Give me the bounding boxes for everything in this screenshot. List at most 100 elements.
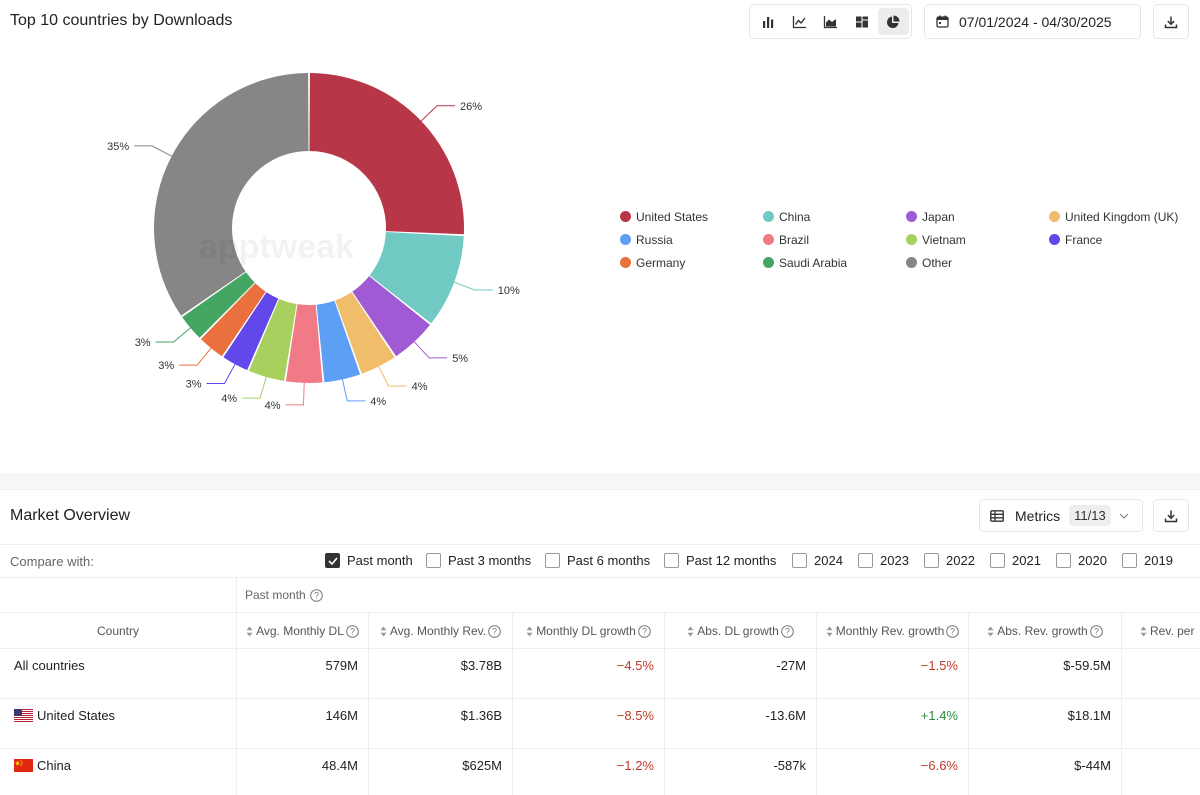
legend-item-germany[interactable]: Germany bbox=[620, 255, 763, 270]
svg-text:?: ? bbox=[642, 626, 647, 636]
checkbox[interactable] bbox=[792, 553, 807, 568]
cell-abs-dl-growth: -13.6M bbox=[665, 699, 817, 749]
column-header-monthly-rev-growth[interactable]: Monthly Rev. growth? bbox=[817, 613, 969, 649]
table-download-button[interactable] bbox=[1153, 499, 1189, 532]
slice-germany[interactable] bbox=[200, 283, 266, 357]
legend-item-france[interactable]: France bbox=[1049, 232, 1192, 247]
cell-monthly-dl-growth: −8.5% bbox=[513, 699, 665, 749]
legend-swatch bbox=[763, 234, 774, 245]
column-header-abs-rev-growth[interactable]: Abs. Rev. growth? bbox=[969, 613, 1122, 649]
legend-item-united-kingdom-uk[interactable]: United Kingdom (UK) bbox=[1049, 209, 1192, 224]
checkbox[interactable] bbox=[325, 553, 340, 568]
legend-item-russia[interactable]: Russia bbox=[620, 232, 763, 247]
legend-item-japan[interactable]: Japan bbox=[906, 209, 1049, 224]
slice-saudi-arabia[interactable] bbox=[182, 272, 255, 338]
column-header-avg-monthly-dl[interactable]: Avg. Monthly DL? bbox=[237, 613, 369, 649]
help-icon[interactable]: ? bbox=[637, 624, 651, 638]
table-row-china[interactable]: China 48.4M $625M −1.2% -587k −6.6% $-44M bbox=[0, 749, 1200, 795]
column-group-text: Past month bbox=[245, 588, 306, 602]
help-icon[interactable]: ? bbox=[946, 624, 960, 638]
compare-option-label: Past 12 months bbox=[686, 553, 777, 568]
section-divider bbox=[0, 474, 1200, 490]
legend-item-vietnam[interactable]: Vietnam bbox=[906, 232, 1049, 247]
help-icon[interactable]: ? bbox=[1089, 624, 1103, 638]
slice-china[interactable] bbox=[369, 232, 464, 324]
slice-brazil[interactable] bbox=[285, 304, 323, 383]
help-icon[interactable]: ? bbox=[780, 624, 794, 638]
compare-option-label: 2022 bbox=[946, 553, 975, 568]
legend-label: Russia bbox=[636, 232, 673, 247]
cell-monthly-rev-growth: −6.6% bbox=[817, 749, 969, 795]
checkbox[interactable] bbox=[1056, 553, 1071, 568]
chart-download-button[interactable] bbox=[1153, 4, 1189, 39]
date-range-picker[interactable]: 07/01/2024 - 04/30/2025 bbox=[924, 4, 1141, 39]
help-icon[interactable]: ? bbox=[488, 624, 501, 638]
legend-label: Germany bbox=[636, 255, 686, 270]
leader-united-kingdom-uk bbox=[377, 364, 407, 387]
help-icon[interactable]: ? bbox=[346, 624, 359, 638]
column-header-monthly-dl-growth[interactable]: Monthly DL growth? bbox=[513, 613, 665, 649]
slice-japan[interactable] bbox=[352, 276, 431, 357]
checkbox[interactable] bbox=[426, 553, 441, 568]
sort-icon bbox=[687, 626, 694, 636]
cell-avg-monthly-rev: $1.36B bbox=[369, 699, 513, 749]
sort-icon bbox=[826, 626, 833, 636]
compare-option-2023[interactable]: 2023 bbox=[858, 553, 909, 568]
compare-option-2021[interactable]: 2021 bbox=[990, 553, 1041, 568]
treemap-view-button[interactable] bbox=[847, 8, 877, 35]
compare-option-past-3-months[interactable]: Past 3 months bbox=[426, 553, 531, 568]
compare-option-2020[interactable]: 2020 bbox=[1056, 553, 1107, 568]
column-header-country[interactable]: Country bbox=[0, 613, 237, 649]
checkbox[interactable] bbox=[664, 553, 679, 568]
column-header-label: Abs. Rev. growth bbox=[997, 624, 1088, 638]
metrics-selector-button[interactable]: Metrics 11/13 bbox=[979, 499, 1143, 532]
line-chart-view-button[interactable] bbox=[784, 8, 814, 35]
slice-france[interactable] bbox=[223, 292, 279, 371]
compare-option-past-12-months[interactable]: Past 12 months bbox=[664, 553, 776, 568]
slice-united-kingdom-uk[interactable] bbox=[335, 292, 395, 374]
column-header-label: Avg. Monthly DL bbox=[256, 624, 344, 638]
legend-item-united-states[interactable]: United States bbox=[620, 209, 763, 224]
legend-label: France bbox=[1065, 232, 1103, 247]
slice-united-states[interactable] bbox=[309, 73, 465, 235]
pct-label-china: 10% bbox=[498, 285, 520, 297]
area-chart-view-button[interactable] bbox=[815, 8, 845, 35]
slice-vietnam[interactable] bbox=[248, 298, 297, 381]
cell-rev-per bbox=[1122, 699, 1200, 749]
column-header-rev-per[interactable]: Rev. per bbox=[1122, 613, 1200, 649]
checkbox[interactable] bbox=[858, 553, 873, 568]
legend-label: United Kingdom (UK) bbox=[1065, 209, 1179, 224]
check-icon bbox=[327, 556, 338, 565]
slice-russia[interactable] bbox=[316, 300, 361, 383]
pct-label-brazil: 4% bbox=[265, 400, 281, 412]
checkbox[interactable] bbox=[1122, 553, 1137, 568]
download-icon bbox=[1164, 16, 1178, 28]
bar-chart-view-button[interactable] bbox=[753, 8, 783, 35]
compare-option-past-month[interactable]: Past month bbox=[325, 553, 413, 568]
line-chart-icon bbox=[792, 15, 806, 28]
compare-option-past-6-months[interactable]: Past 6 months bbox=[545, 553, 650, 568]
svg-text:?: ? bbox=[492, 626, 497, 636]
legend-item-brazil[interactable]: Brazil bbox=[763, 232, 906, 247]
leader-japan bbox=[412, 339, 448, 359]
table-row-all-countries[interactable]: All countries 579M $3.78B −4.5% -27M −1.5% $-5… bbox=[0, 649, 1200, 699]
column-header-avg-monthly-rev[interactable]: Avg. Monthly Rev.? bbox=[369, 613, 513, 649]
compare-option-label: Past month bbox=[347, 553, 413, 568]
compare-option-2022[interactable]: 2022 bbox=[924, 553, 975, 568]
metrics-count-badge: 11/13 bbox=[1069, 505, 1111, 526]
country-name: All countries bbox=[14, 658, 85, 673]
checkbox[interactable] bbox=[924, 553, 939, 568]
checkbox[interactable] bbox=[545, 553, 560, 568]
checkbox[interactable] bbox=[990, 553, 1005, 568]
legend-item-other[interactable]: Other bbox=[906, 255, 1049, 270]
help-icon[interactable]: ? bbox=[309, 588, 323, 602]
column-header-abs-dl-growth[interactable]: Abs. DL growth? bbox=[665, 613, 817, 649]
legend-item-china[interactable]: China bbox=[763, 209, 906, 224]
table-row-united-states[interactable]: United States 146M $1.36B −8.5% -13.6M +1.4% $… bbox=[0, 699, 1200, 749]
legend-item-saudi-arabia[interactable]: Saudi Arabia bbox=[763, 255, 906, 270]
legend-swatch bbox=[620, 257, 631, 268]
compare-option-2019[interactable]: 2019 bbox=[1122, 553, 1173, 568]
compare-option-2024[interactable]: 2024 bbox=[792, 553, 843, 568]
slice-other[interactable] bbox=[154, 73, 309, 316]
pie-chart-view-button[interactable] bbox=[878, 8, 909, 35]
